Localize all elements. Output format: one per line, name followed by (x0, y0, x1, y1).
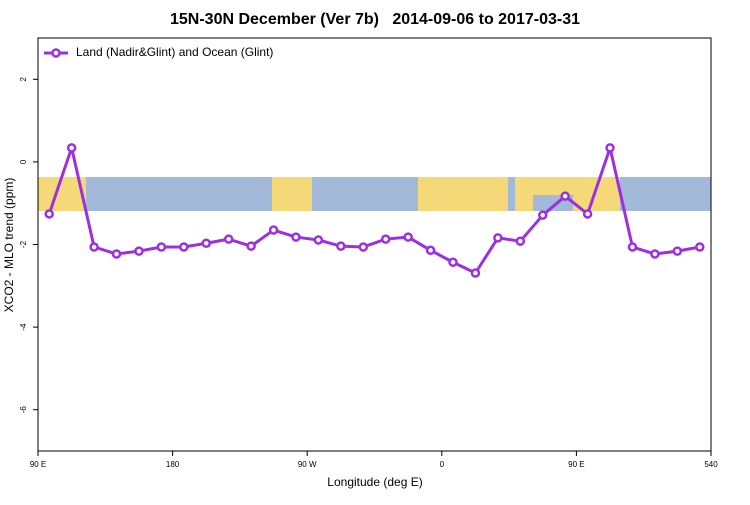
x-axis-label: Longitude (deg E) (327, 475, 422, 489)
y-tick-label: -2 (19, 240, 28, 248)
y-tick-label: 0 (19, 159, 28, 164)
data-point (313, 235, 324, 245)
data-point (493, 233, 503, 243)
data-point (582, 209, 593, 219)
data-point (134, 246, 144, 256)
y-axis-label: XCO2 - MLO trend (ppm) (2, 178, 16, 313)
y-tick-label: -4 (19, 323, 28, 331)
map-band (38, 177, 711, 211)
x-tick-label: 0 (440, 460, 445, 469)
data-point (223, 234, 234, 244)
data-point (291, 232, 301, 242)
y-tick-label: 2 (19, 77, 28, 82)
data-point (156, 242, 167, 252)
data-point (358, 242, 369, 252)
data-point (380, 234, 391, 244)
map-land (272, 177, 312, 211)
map-land (418, 177, 508, 211)
data-point (66, 143, 77, 153)
data-point (179, 242, 189, 252)
data-point (560, 191, 570, 201)
data-point (650, 249, 660, 259)
x-tick-label: 90 E (568, 460, 584, 469)
data-point (627, 242, 638, 252)
data-point (470, 268, 481, 278)
data-point (246, 241, 256, 251)
data-point (425, 245, 436, 256)
x-tick-label: 540 (704, 460, 718, 469)
x-tick-label: 180 (166, 460, 180, 469)
data-point (336, 241, 346, 251)
data-point (672, 246, 683, 256)
data-point (268, 225, 279, 235)
x-tick-label: 90 W (298, 460, 317, 469)
data-point (111, 249, 122, 259)
data-point (89, 242, 99, 252)
data-point (201, 238, 211, 249)
legend-marker (51, 48, 61, 58)
x-tick-label: 90 E (30, 460, 46, 469)
legend-label: Land (Nadir&Glint) and Ocean (Glint) (76, 45, 273, 59)
y-tick-label: -6 (19, 406, 28, 414)
chart-title: 15N-30N December (Ver 7b) 2014-09-06 to … (170, 11, 580, 28)
data-point (515, 236, 526, 246)
data-point (448, 257, 458, 268)
data-point (403, 232, 413, 242)
data-point (695, 242, 705, 252)
data-point (605, 143, 615, 153)
data-point (44, 209, 54, 219)
data-point (538, 210, 548, 220)
